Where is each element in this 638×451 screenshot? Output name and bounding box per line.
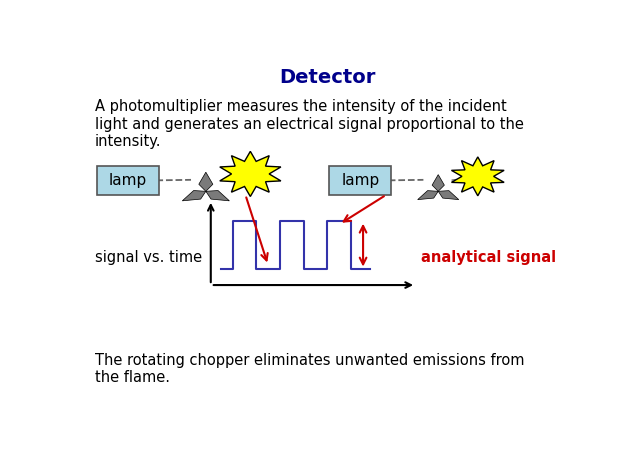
Polygon shape <box>219 152 281 197</box>
Text: A photomultiplier measures the intensity of the incident
light and generates an : A photomultiplier measures the intensity… <box>94 99 523 149</box>
FancyBboxPatch shape <box>97 166 159 195</box>
Text: Detector: Detector <box>279 68 375 87</box>
Text: lamp: lamp <box>109 173 147 188</box>
FancyBboxPatch shape <box>329 166 391 195</box>
Polygon shape <box>418 191 438 200</box>
Text: The rotating chopper eliminates unwanted emissions from
the flame.: The rotating chopper eliminates unwanted… <box>94 353 524 385</box>
Text: analytical signal: analytical signal <box>421 250 556 265</box>
Polygon shape <box>452 157 504 196</box>
Polygon shape <box>438 191 459 200</box>
Polygon shape <box>206 190 230 201</box>
Polygon shape <box>199 172 213 191</box>
Text: signal vs. time: signal vs. time <box>94 250 202 265</box>
Text: lamp: lamp <box>341 173 380 188</box>
Polygon shape <box>432 175 444 191</box>
Polygon shape <box>182 190 206 201</box>
